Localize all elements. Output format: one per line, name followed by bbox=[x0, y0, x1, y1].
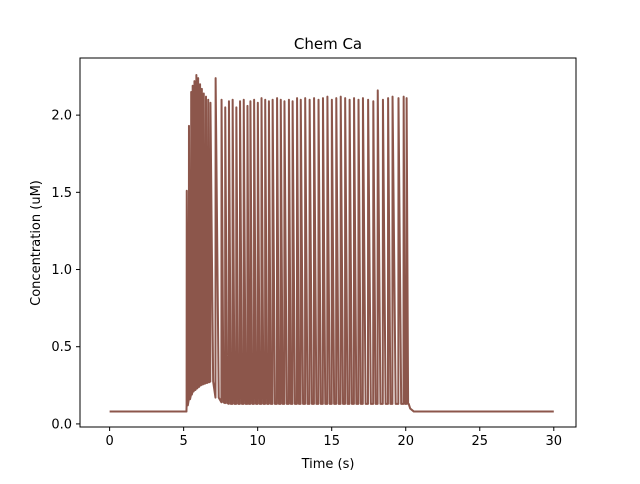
plot-area bbox=[109, 73, 554, 413]
x-tick-label: 25 bbox=[471, 434, 488, 449]
y-axis-label: Concentration (uM) bbox=[29, 180, 44, 306]
y-tick-label: 0.0 bbox=[51, 417, 72, 432]
y-tick-label: 0.5 bbox=[51, 340, 72, 355]
y-tick-label: 1.5 bbox=[51, 186, 72, 201]
y-axis: 0.0 0.5 1.0 1.5 2.0 bbox=[51, 109, 80, 432]
x-tick-label: 0 bbox=[105, 434, 113, 449]
x-axis: 0 5 10 15 20 25 30 bbox=[105, 427, 562, 449]
chart-title: Chem Ca bbox=[294, 35, 362, 53]
x-tick-label: 10 bbox=[249, 434, 266, 449]
x-axis-label: Time (s) bbox=[301, 457, 355, 472]
x-tick-label: 30 bbox=[546, 434, 563, 449]
x-tick-label: 20 bbox=[397, 434, 414, 449]
y-tick-label: 1.0 bbox=[51, 263, 72, 278]
plot-frame bbox=[79, 57, 577, 428]
y-tick-label: 2.0 bbox=[51, 109, 72, 124]
series-line-0 bbox=[109, 73, 554, 413]
x-tick-label: 15 bbox=[323, 434, 340, 449]
x-tick-label: 5 bbox=[180, 434, 188, 449]
